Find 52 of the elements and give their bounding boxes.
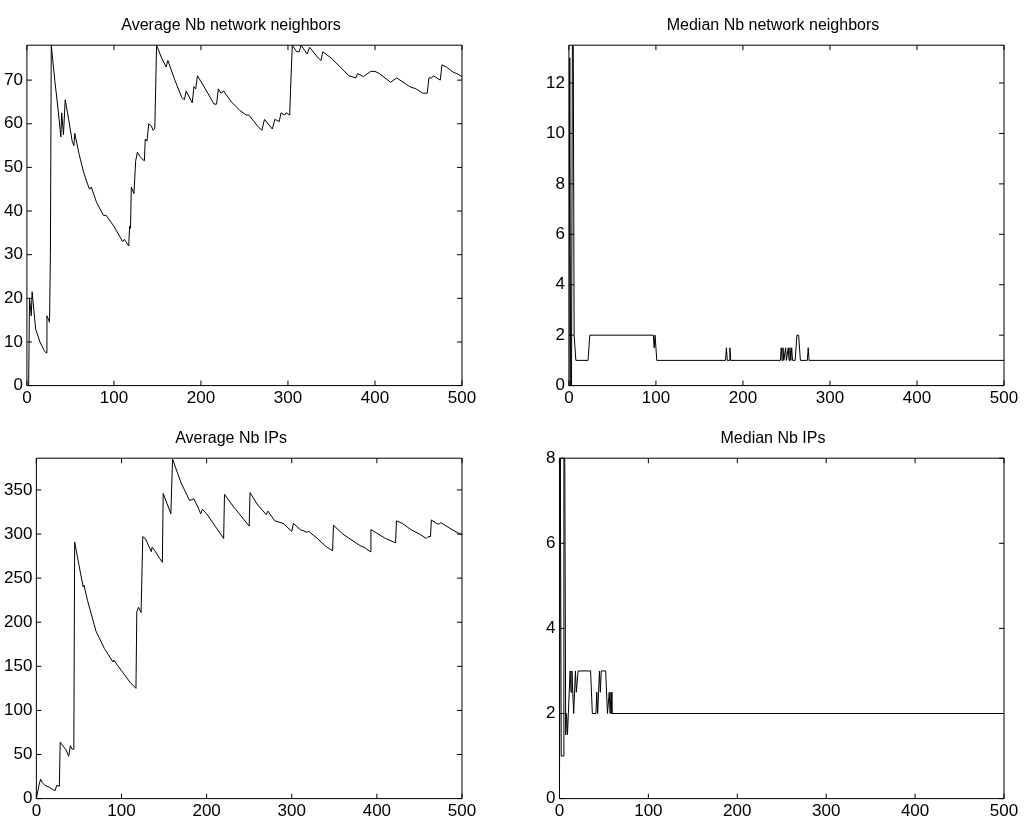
y-tick-label: 10 — [3, 331, 23, 351]
x-tick-label: 200 — [192, 801, 221, 821]
chart-title: Average Nb IPs — [175, 429, 287, 447]
x-tick-label: 300 — [815, 388, 845, 408]
y-tick-label: 6 — [555, 224, 565, 243]
y-tick-label: 50 — [13, 744, 33, 764]
y-tick-label: 2 — [545, 703, 556, 723]
y-tick-label: 40 — [3, 200, 23, 220]
x-tick-label: 400 — [362, 801, 392, 821]
x-tick-label: 100 — [634, 801, 663, 821]
y-tick-label: 100 — [3, 700, 33, 720]
x-tick-label: 400 — [360, 388, 390, 408]
y-tick-label: 200 — [3, 611, 33, 631]
y-tick-label: 350 — [3, 479, 33, 499]
chart-title: Average Nb network neighbors — [121, 16, 341, 34]
y-tick-label: 150 — [3, 656, 33, 676]
y-tick-label: 2 — [555, 324, 565, 344]
y-tick-label: 20 — [3, 288, 23, 308]
x-tick-label: 100 — [107, 801, 136, 821]
y-tick-label: 0 — [555, 375, 565, 395]
x-tick-label: 200 — [728, 388, 758, 408]
y-tick-label: 4 — [555, 274, 565, 294]
y-tick-label: 250 — [3, 567, 33, 587]
x-tick-label: 500 — [989, 801, 1019, 821]
x-tick-label: 400 — [900, 801, 930, 821]
chart-title: Median Nb network neighbors — [666, 16, 880, 34]
y-tick-label: 0 — [13, 375, 23, 395]
x-tick-label: 500 — [447, 388, 477, 408]
y-tick-label: 8 — [545, 447, 556, 467]
x-tick-label: 200 — [723, 801, 752, 821]
y-tick-label: 12 — [545, 72, 565, 92]
chart-title: Median Nb IPs — [720, 429, 826, 447]
y-tick-label: 6 — [545, 532, 556, 552]
y-tick-label: 0 — [545, 788, 556, 808]
x-tick-label: 200 — [186, 388, 216, 408]
y-tick-label: 10 — [545, 123, 565, 143]
y-tick-label: 8 — [555, 173, 565, 193]
x-tick-label: 400 — [902, 388, 932, 408]
y-tick-label: 0 — [22, 788, 33, 808]
y-tick-label: 50 — [3, 157, 23, 177]
y-tick-label: 30 — [3, 244, 23, 264]
y-tick-label: 60 — [3, 113, 23, 133]
x-tick-label: 300 — [277, 801, 306, 821]
x-tick-label: 100 — [641, 388, 671, 408]
y-tick-label: 4 — [545, 618, 556, 638]
x-tick-label: 500 — [989, 388, 1019, 408]
x-tick-label: 300 — [273, 388, 303, 408]
x-tick-label: 100 — [99, 388, 129, 408]
x-tick-label: 500 — [447, 801, 477, 821]
y-tick-label: 300 — [3, 523, 33, 543]
y-tick-label: 70 — [3, 69, 23, 89]
x-tick-label: 300 — [811, 801, 841, 821]
